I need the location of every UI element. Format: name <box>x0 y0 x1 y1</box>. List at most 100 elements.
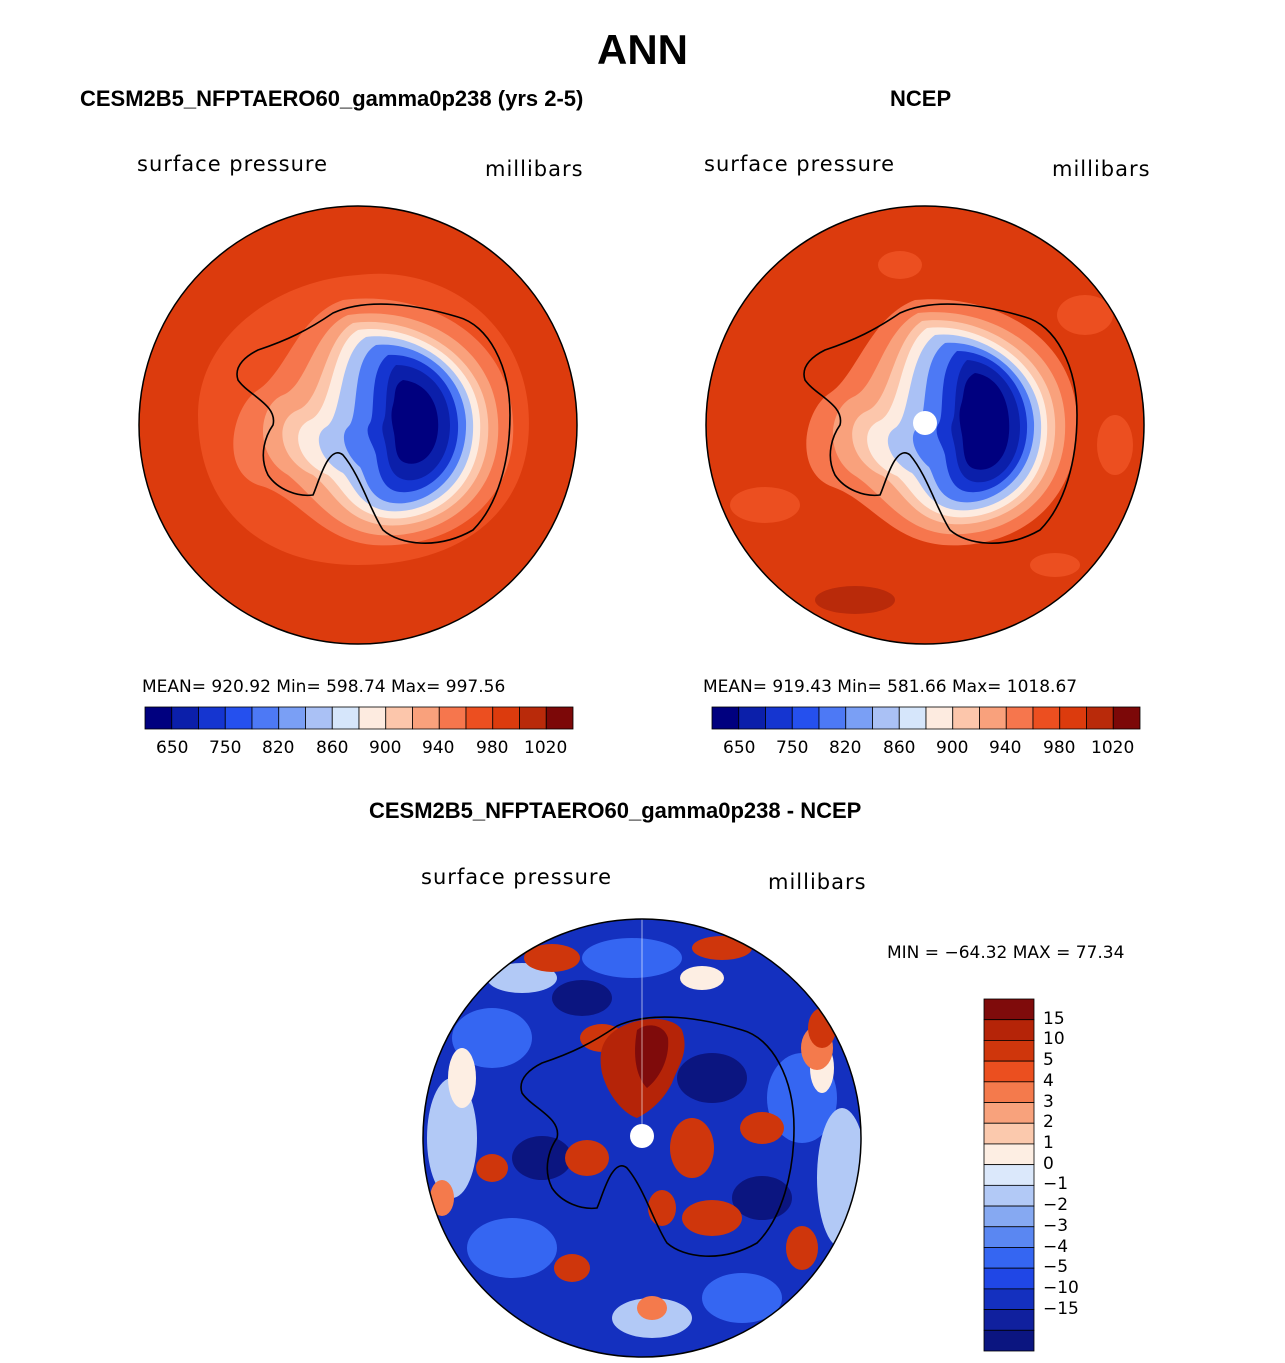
panel3-polar-map <box>422 918 862 1358</box>
panel1-tick-820: 820 <box>262 738 295 758</box>
panel1-coastline <box>236 303 511 544</box>
panel2-colorbar-swatch <box>979 706 1007 730</box>
panel2-patch <box>878 251 922 279</box>
panel1-map-border <box>138 205 578 645</box>
panel3-colorbar-tick: 15 <box>1043 1008 1065 1029</box>
panel1-tick-650: 650 <box>156 738 189 758</box>
panel1-left-label: surface pressure <box>137 152 328 176</box>
panel3-patch <box>448 1048 476 1108</box>
panel3-colorbar-tick: 1 <box>1043 1132 1054 1153</box>
panel2-tick-750: 750 <box>776 738 809 758</box>
panel2-title: NCEP <box>890 86 952 111</box>
panel3-patch <box>692 936 752 960</box>
panel3-patch <box>524 944 580 972</box>
panel1-title: CESM2B5_NFPTAERO60_gamma0p238 (yrs 2-5) <box>80 86 584 111</box>
panel2-patch <box>815 586 895 614</box>
panel1-colorbar-swatch <box>144 706 173 730</box>
panel1-tick-900: 900 <box>369 738 402 758</box>
panel3-right-label: millibars <box>768 870 867 894</box>
panel3-colorbar-swatch <box>983 1205 1035 1228</box>
panel2-ring-650 <box>959 373 1010 470</box>
panel2-stats: MEAN= 919.43 Min= 581.66 Max= 1018.67 <box>703 677 1078 697</box>
panel2-colorbar <box>711 706 1141 730</box>
panel2-tick-820: 820 <box>829 738 862 758</box>
panel3-colorbar-swatch <box>983 1288 1035 1310</box>
panel3-patch <box>476 1154 508 1182</box>
panel3-colorbar-tick: 10 <box>1043 1029 1065 1050</box>
panel2-colorbar-swatch <box>872 706 900 730</box>
panel2-tick-1020: 1020 <box>1091 738 1135 758</box>
panel1-ring-650 <box>391 380 439 464</box>
panel1-tick-750: 750 <box>209 738 242 758</box>
panel3-patch <box>552 980 612 1016</box>
panel2-map-border <box>705 205 1145 645</box>
panel3-colorbar-tick: 5 <box>1043 1050 1054 1071</box>
panel1-colorbar-swatch <box>492 706 520 730</box>
panel3-patch <box>786 1226 818 1270</box>
main-title: ANN <box>597 26 688 73</box>
panel3-colorbar-swatch <box>983 1102 1035 1124</box>
panel1-colorbar-swatch <box>224 706 253 730</box>
panel3-colorbar-tick: −4 <box>1043 1236 1069 1257</box>
panel2-right-label: millibars <box>1052 157 1151 181</box>
panel3-red-max <box>635 1025 669 1088</box>
panel2-colorbar-swatch <box>898 706 927 730</box>
panel3-colorbar-swatch <box>983 1247 1035 1269</box>
panel2-patch <box>1097 415 1133 475</box>
panel3-patch <box>648 1190 676 1226</box>
panel2-patch <box>1030 553 1080 577</box>
panel2-patch <box>1057 295 1113 335</box>
panel3-patch <box>554 1254 590 1282</box>
panel1-tick-980: 980 <box>476 738 509 758</box>
panel2-tick-900: 900 <box>936 738 969 758</box>
panel1-colorbar-swatch <box>465 706 494 730</box>
panel2-colorbar-swatch <box>1032 706 1061 730</box>
panel3-pole-hole <box>630 1124 654 1148</box>
panel3-patch <box>467 1218 557 1278</box>
panel1-polar-map <box>138 205 578 645</box>
panel3-patch <box>680 966 724 990</box>
panel3-colorbar-swatch <box>983 1184 1035 1207</box>
panel2-tick-940: 940 <box>989 738 1022 758</box>
panel3-patch <box>702 1273 782 1323</box>
panel2-tick-650: 650 <box>723 738 756 758</box>
panel3-patch <box>677 1053 747 1103</box>
panel3-colorbar-swatch <box>983 1329 1035 1352</box>
panel2-colorbar-swatch <box>711 706 740 730</box>
panel3-colorbar-swatch <box>983 1164 1035 1186</box>
panel3-patch <box>430 1180 454 1216</box>
panel3-colorbar-swatch <box>983 1143 1035 1166</box>
panel3-colorbar-swatch <box>983 1019 1035 1041</box>
panel3-patch <box>452 1008 532 1068</box>
panel3-patch <box>582 938 682 978</box>
panel3-patch <box>740 1112 784 1144</box>
panel2-colorbar-swatch <box>765 706 793 730</box>
panel3-patch <box>670 1118 714 1178</box>
panel3-colorbar-swatch <box>983 1226 1035 1248</box>
panel2-colorbar-swatch <box>1059 706 1087 730</box>
panel1-colorbar-swatch <box>519 706 547 730</box>
panel1-colorbar-swatch <box>171 706 199 730</box>
panel3-colorbar-tick: 3 <box>1043 1091 1054 1112</box>
panel3-patch <box>427 1078 477 1198</box>
panel2-colorbar-swatch <box>791 706 820 730</box>
panel2-colorbar-swatch <box>952 706 980 730</box>
panel1-tick-860: 860 <box>316 738 349 758</box>
panel3-coastline <box>520 1016 795 1257</box>
panel3-stats: MIN = −64.32 MAX = 77.34 <box>887 943 1125 963</box>
panel1-colorbar-swatch <box>198 706 226 730</box>
panel2-colorbar-swatch <box>845 706 873 730</box>
panel3-colorbar-swatch <box>983 1081 1035 1103</box>
panel1-colorbar-swatch <box>331 706 360 730</box>
panel1-tick-1020: 1020 <box>524 738 568 758</box>
panel3-colorbar-tick: −5 <box>1043 1257 1069 1278</box>
panel3-patch <box>732 1176 792 1220</box>
panel2-polar-map <box>705 205 1145 645</box>
panel2-left-label: surface pressure <box>704 152 895 176</box>
panel3-colorbar-swatch <box>983 998 1035 1021</box>
panel1-colorbar-swatch <box>545 706 574 730</box>
panel2-colorbar-swatch <box>925 706 954 730</box>
panel3-colorbar-swatch <box>983 1309 1035 1331</box>
panel3-patch <box>565 1140 609 1176</box>
panel3-colorbar-swatch <box>983 1267 1035 1290</box>
